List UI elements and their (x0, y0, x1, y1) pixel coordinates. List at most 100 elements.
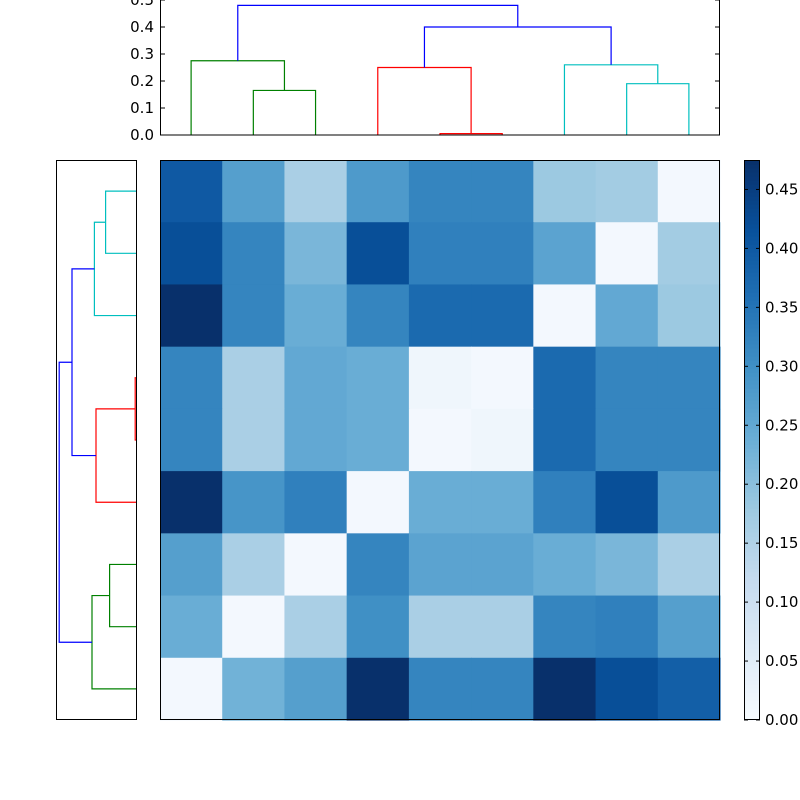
colorbar-segment (744, 668, 760, 673)
colorbar-segment (744, 648, 760, 653)
colorbar-segment (744, 172, 760, 177)
colorbar-segment (744, 272, 760, 277)
heatmap-cell (408, 408, 472, 472)
heatmap-cell (408, 346, 472, 410)
heatmap-cell (657, 408, 721, 472)
heatmap-cell (346, 533, 410, 597)
colorbar-segment (744, 504, 760, 509)
colorbar-segment (744, 376, 760, 381)
colorbar-tick-label: 0.10 (765, 593, 798, 611)
colorbar-segment (744, 532, 760, 537)
colorbar-segment (744, 224, 760, 229)
colorbar-segment (744, 180, 760, 185)
heatmap-cell (595, 471, 659, 534)
heatmap-cell (346, 657, 410, 721)
heatmap-cell (160, 657, 223, 721)
colorbar-segment (744, 460, 760, 465)
colorbar-segment (744, 580, 760, 585)
colorbar-segment (744, 432, 760, 437)
heatmap-cell (533, 471, 597, 534)
colorbar-segment (744, 476, 760, 481)
left-dendrogram-link (71, 268, 96, 457)
colorbar-segment (744, 444, 760, 449)
colorbar-segment (744, 232, 760, 237)
colorbar-segment (744, 644, 760, 649)
colorbar-segment (744, 628, 760, 633)
colorbar-segment (744, 520, 760, 525)
heatmap-cell (533, 657, 597, 721)
colorbar-tick-label: 0.20 (765, 475, 798, 493)
heatmap-cell (160, 346, 223, 410)
colorbar-segment (744, 176, 760, 181)
colorbar-segment (744, 372, 760, 377)
colorbar-segment (744, 412, 760, 417)
heatmap-cell (595, 657, 659, 721)
heatmap-cell (408, 657, 472, 721)
colorbar-segment (744, 576, 760, 581)
colorbar-segment (744, 552, 760, 557)
colorbar-segment (744, 600, 760, 605)
heatmap-frame (160, 160, 720, 720)
top-dendrogram: 0.0 0.1 0.2 0.3 0.4 0.5 (130, 0, 720, 144)
colorbar-segment (744, 288, 760, 293)
colorbar-segment (744, 692, 760, 697)
colorbar-tick-label: 0.40 (765, 239, 798, 257)
colorbar-segment (744, 192, 760, 197)
top-dendrogram-link (237, 4, 519, 61)
colorbar-segment (744, 320, 760, 325)
colorbar-segment (744, 624, 760, 629)
colorbar-segment (744, 260, 760, 265)
top-dendrogram-tick-label: 0.0 (130, 126, 154, 144)
heatmap-cell (284, 222, 348, 286)
colorbar-segment (744, 328, 760, 333)
colorbar-segment (744, 168, 760, 173)
colorbar-segment (744, 424, 760, 429)
heatmap-cell (222, 346, 286, 410)
colorbar-segment (744, 380, 760, 385)
colorbar-segment (744, 300, 760, 305)
heatmap-cell (160, 533, 223, 597)
colorbar-segment (744, 556, 760, 561)
colorbar-segment (744, 304, 760, 309)
colorbar-segment (744, 452, 760, 457)
heatmap-cell (533, 408, 597, 472)
colorbar-segment (744, 216, 760, 221)
colorbar-segment (744, 596, 760, 601)
colorbar-segment (744, 164, 760, 169)
heatmap-cell (160, 408, 223, 472)
top-dendrogram-link (252, 89, 317, 135)
colorbar-segment (744, 400, 760, 405)
heatmap-cell (657, 471, 721, 534)
heatmap-cell (533, 160, 597, 223)
heatmap-cell (471, 471, 534, 534)
heatmap-cell (408, 471, 472, 534)
heatmap-cell (346, 222, 410, 286)
colorbar-tick-label: 0.00 (765, 711, 798, 729)
colorbar-segment (744, 464, 760, 469)
colorbar-segment (744, 420, 760, 425)
colorbar-segment (744, 312, 760, 317)
heatmap-cell (284, 160, 348, 223)
colorbar-segment (744, 252, 760, 257)
heatmap-cell (657, 595, 721, 659)
heatmap-cell (284, 471, 348, 534)
colorbar-segment (744, 264, 760, 269)
colorbar-segment (744, 316, 760, 321)
heatmap-cell (284, 533, 348, 597)
colorbar-segment (744, 680, 760, 685)
colorbar-segment (744, 660, 760, 665)
colorbar-segment (744, 344, 760, 349)
colorbar-segment (744, 608, 760, 613)
colorbar-segment (744, 160, 760, 165)
colorbar-segment (744, 280, 760, 285)
colorbar-segment (744, 688, 760, 693)
heatmap-cell (595, 533, 659, 597)
colorbar-segment (744, 492, 760, 497)
heatmap-cell (346, 408, 410, 472)
colorbar-segment (744, 560, 760, 565)
top-dendrogram-link (626, 83, 690, 135)
heatmap-cell (222, 222, 286, 286)
colorbar-segment (744, 708, 760, 713)
heatmap-cell (533, 346, 597, 410)
colorbar-segment (744, 268, 760, 273)
